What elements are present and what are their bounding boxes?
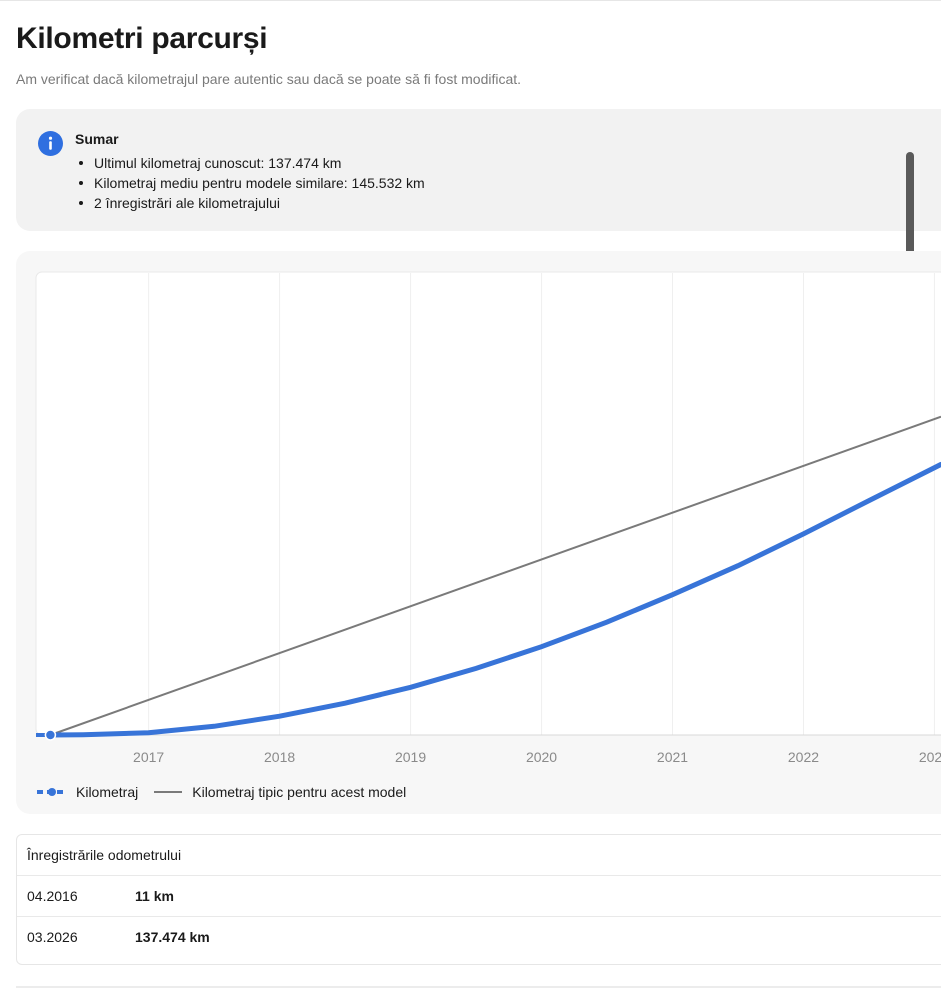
- x-tick-label-2017: 2017: [133, 749, 164, 765]
- summary-title: Sumar: [75, 131, 119, 147]
- table-row: 04.2016 11 km: [17, 876, 941, 917]
- chart-legend: Kilometraj Kilometraj tipic pentru acest…: [36, 784, 406, 800]
- top-divider: [0, 0, 941, 1]
- typical-mileage-line: [50, 415, 941, 736]
- legend-typical-label: Kilometraj tipic pentru acest model: [192, 784, 407, 800]
- x-tick-label-2020: 2020: [526, 749, 557, 765]
- record-value: 137.474 km: [135, 929, 210, 945]
- info-icon: [38, 131, 63, 156]
- summary-card: Sumar Ultimul kilometraj cunoscut: 137.4…: [16, 109, 941, 231]
- legend-mileage-swatch: [37, 788, 67, 796]
- x-tick-label-2019: 2019: [395, 749, 426, 765]
- records-header: Înregistrările odometrului: [17, 835, 941, 876]
- scrollbar-thumb[interactable]: [906, 152, 914, 341]
- summary-item-last-mileage: Ultimul kilometraj cunoscut: 137.474 km: [75, 153, 425, 173]
- table-row: 03.2026 137.474 km: [17, 917, 941, 957]
- bottom-divider: [16, 986, 941, 988]
- x-tick-label-2023: 2023: [919, 749, 941, 765]
- x-tick-label-2021: 2021: [657, 749, 688, 765]
- page-title: Kilometri parcurși: [16, 22, 268, 55]
- gridlines: [148, 273, 935, 735]
- x-tick-labels: 2017 2018 2019 2020 2021 2022 2023: [133, 749, 941, 765]
- summary-list: Ultimul kilometraj cunoscut: 137.474 km …: [75, 153, 425, 213]
- mileage-points: [44, 729, 57, 741]
- mileage-point-0: [44, 729, 57, 741]
- page-subtitle: Am verificat dacă kilometrajul pare aute…: [16, 71, 522, 87]
- record-value: 11 km: [135, 888, 174, 904]
- legend-mileage-label: Kilometraj: [76, 784, 139, 800]
- x-tick-label-2018: 2018: [264, 749, 295, 765]
- record-date: 04.2016: [27, 888, 78, 904]
- x-tick-label-2022: 2022: [788, 749, 819, 765]
- summary-item-record-count: 2 înregistrări ale kilometrajului: [75, 193, 425, 213]
- mileage-line: [47, 461, 941, 738]
- legend-typical-swatch: [154, 791, 183, 793]
- odometer-records-table: Înregistrările odometrului 04.2016 11 km…: [16, 834, 941, 965]
- summary-item-average-mileage: Kilometraj mediu pentru modele similare:…: [75, 173, 425, 193]
- record-date: 03.2026: [27, 929, 78, 945]
